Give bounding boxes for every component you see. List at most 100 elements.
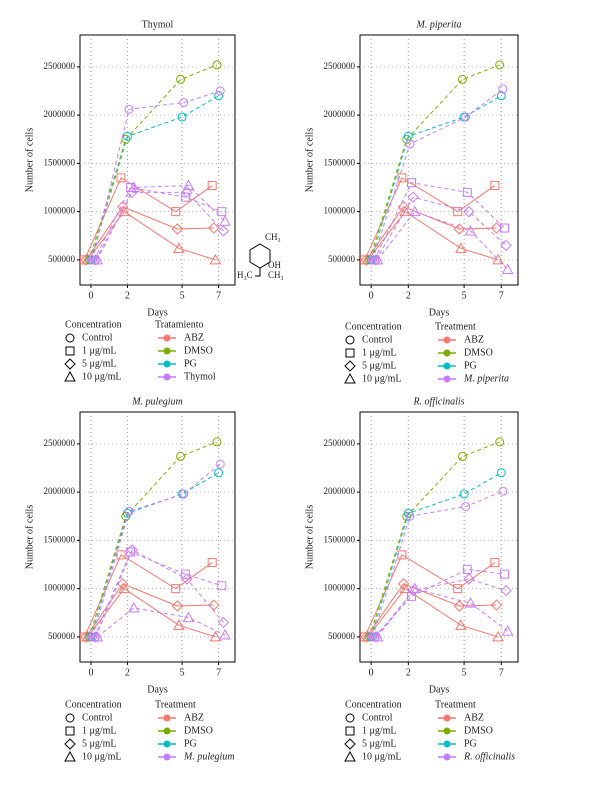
data-point [171, 600, 184, 612]
data-point [217, 225, 230, 237]
data-point [212, 437, 222, 447]
legend-label: 5 μg/mL [362, 738, 397, 749]
data-point [219, 215, 231, 226]
chart-title: R. officinalis [412, 396, 464, 407]
data-point [217, 616, 230, 629]
legend-label: PG [464, 738, 477, 749]
data-point [215, 86, 225, 96]
y-tick-label: 500000 [48, 631, 76, 641]
legend-label: DMSO [184, 725, 213, 736]
plot-frame [359, 34, 519, 286]
y-axis-label: Number of cells [304, 505, 315, 570]
data-point [407, 191, 419, 203]
series-line [367, 210, 499, 261]
data-point [498, 84, 508, 94]
series-line [367, 587, 499, 638]
y-tick-label: 2500000 [324, 438, 356, 448]
data-point [399, 582, 411, 594]
data-point [207, 558, 217, 568]
y-tick-label: 1500000 [44, 157, 76, 167]
data-point [500, 584, 512, 597]
legend-label: 10 μg/mL [362, 373, 402, 384]
data-point [495, 60, 505, 70]
legend-swatch [443, 362, 451, 370]
data-point [127, 601, 140, 613]
data-point [177, 112, 187, 122]
y-tick-label: 1000000 [44, 206, 76, 216]
data-point [122, 508, 132, 518]
data-point [496, 468, 506, 478]
legend-symbol [65, 346, 75, 356]
x-tick-label: 5 [180, 667, 185, 678]
legend-label: 5 μg/mL [362, 360, 397, 371]
data-point [407, 584, 419, 597]
data-point [408, 205, 421, 217]
legend-label: 1 μg/mL [82, 725, 117, 736]
data-point [464, 224, 477, 236]
data-point [208, 222, 220, 234]
legend-title: Concentration [345, 321, 402, 332]
data-point [173, 242, 185, 253]
data-point [180, 192, 190, 202]
data-point [171, 584, 181, 594]
legend-symbol [344, 750, 356, 762]
x-tick-label: 2 [125, 290, 130, 301]
y-tick-label: 1000000 [44, 583, 76, 593]
legend-symbol [344, 738, 356, 750]
series-line [375, 578, 507, 638]
data-point [173, 619, 185, 630]
legend-label: 5 μg/mL [82, 358, 117, 369]
data-point [209, 253, 222, 265]
structure-label: H₃C [237, 270, 253, 280]
legend-label: 10 μg/mL [362, 751, 402, 762]
data-point [214, 468, 224, 478]
legend-symbol [64, 358, 76, 370]
series-line [369, 441, 500, 638]
legend-title: Treatment [435, 321, 476, 332]
data-point [116, 173, 126, 183]
legend-title: Treatment [155, 699, 196, 710]
data-point [397, 201, 410, 213]
series-line [90, 95, 219, 261]
data-point [407, 178, 417, 188]
series-line [377, 211, 509, 270]
data-point [171, 223, 184, 235]
y-tick-label: 2500000 [324, 61, 356, 71]
plot-frame [359, 411, 519, 663]
data-point [399, 205, 411, 217]
data-point [408, 582, 421, 594]
x-tick-label: 0 [369, 290, 374, 301]
series-line [377, 588, 508, 638]
legend-label: 1 μg/mL [362, 725, 397, 736]
series-line [93, 186, 222, 261]
legend-label: Control [362, 334, 393, 345]
series-line [97, 607, 226, 638]
y-tick-label: 1500000 [44, 534, 76, 544]
data-point [179, 98, 189, 108]
x-axis-label: Days [429, 684, 450, 695]
legend-symbol [344, 372, 356, 384]
series-line [93, 551, 222, 638]
chart-title: M. pulegium [131, 396, 183, 407]
legend-swatch [443, 375, 451, 383]
data-point [91, 253, 104, 265]
legend-symbol [65, 726, 75, 736]
data-point [122, 131, 132, 141]
data-point [501, 263, 514, 275]
data-point [127, 181, 140, 193]
data-point [461, 502, 471, 512]
data-point [457, 451, 467, 461]
plot-frame [79, 411, 236, 663]
chart-title: Thymol [142, 19, 174, 30]
legend-title: Concentration [345, 699, 402, 710]
data-point [171, 207, 181, 217]
structure-label: OH [268, 260, 281, 270]
data-point [453, 223, 466, 235]
series-line [87, 210, 216, 261]
data-point [464, 597, 477, 608]
legend-swatch [163, 727, 171, 735]
y-tick-label: 2500000 [44, 61, 76, 71]
data-point [496, 91, 506, 101]
data-point [207, 181, 217, 191]
data-point [405, 139, 415, 149]
